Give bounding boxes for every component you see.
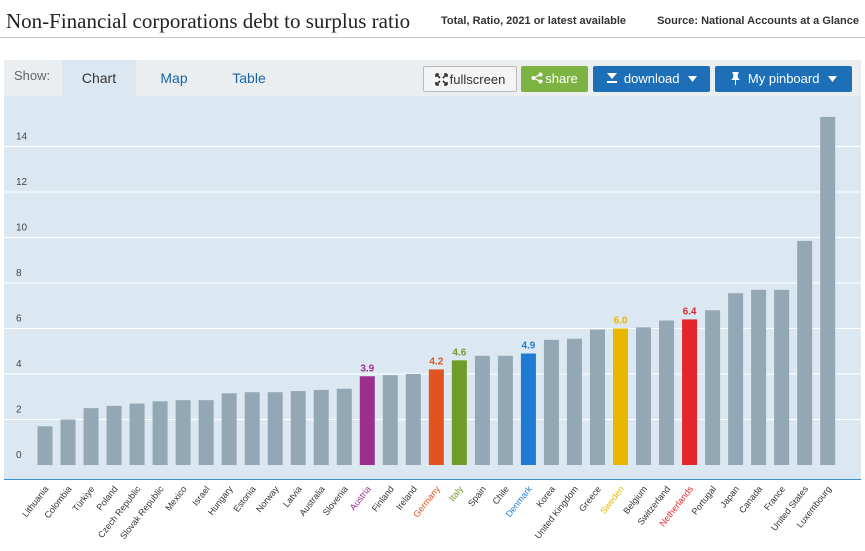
- bar-greece: [589, 329, 605, 465]
- download-arrow-icon: [606, 73, 617, 83]
- pushpin-icon: [730, 72, 740, 85]
- data-label: 6.4: [683, 306, 697, 317]
- show-label: Show:: [14, 68, 51, 83]
- bar-slovak-republic: [152, 401, 168, 465]
- caret-down-icon: [688, 76, 698, 82]
- bar-norway: [267, 392, 283, 465]
- bar-japan: [728, 293, 744, 465]
- share-icon: [531, 72, 543, 84]
- x-tick-label: Hungary: [206, 484, 235, 517]
- chart-title: Non-Financial corporations debt to surpl…: [6, 9, 411, 33]
- y-tick-label: 8: [16, 268, 22, 279]
- bar-luxembourg: [820, 116, 836, 466]
- bar-united-kingdom: [566, 338, 582, 465]
- bar-austria: [359, 376, 375, 465]
- chart-source: Source: National Accounts at a Glance: [657, 15, 859, 27]
- fullscreen-button[interactable]: fullscreen: [423, 66, 517, 92]
- bar-t-rkiye: [83, 408, 99, 466]
- chart-subtitle: Total, Ratio, 2021 or latest available: [441, 15, 627, 27]
- x-tick-label: United Kingdom: [533, 484, 580, 541]
- bar-czech-republic: [129, 403, 145, 465]
- bar-united-states: [797, 240, 813, 465]
- bar-denmark: [520, 353, 536, 465]
- expand-arrows-icon: [434, 73, 448, 86]
- x-tick-label: Canada: [737, 484, 764, 515]
- download-button[interactable]: download: [593, 66, 710, 92]
- bar-netherlands: [682, 319, 698, 465]
- x-tick-label: Japan: [718, 484, 741, 509]
- bar-colombia: [60, 419, 76, 465]
- bar-germany: [428, 369, 444, 465]
- download-label: download: [623, 71, 680, 86]
- bar-sweden: [613, 328, 628, 465]
- caret-down-icon: [828, 76, 838, 82]
- fullscreen-label: fullscreen: [449, 72, 506, 87]
- bar-poland: [106, 405, 122, 465]
- y-tick-label: 0: [16, 450, 22, 461]
- data-label: 4.2: [429, 356, 443, 367]
- bar-slovenia: [336, 388, 352, 465]
- x-tick-label: Korea: [534, 484, 557, 509]
- bar-chile: [497, 355, 513, 465]
- tab-map[interactable]: Map: [160, 70, 188, 86]
- x-tick-label: Austria: [348, 484, 373, 512]
- bar-hungary: [221, 393, 237, 465]
- x-tick-label: Israel: [190, 484, 211, 508]
- chart-area: 0 2 4 6 8 10 12 14 Lithuania Colombia Türkiye Polan…: [4, 96, 861, 546]
- tab-table[interactable]: Table: [232, 70, 266, 86]
- view-toolbar: Show: Chart Map Table fullscreen share d…: [4, 60, 861, 96]
- share-button[interactable]: share: [521, 66, 588, 92]
- bar-switzerland: [659, 320, 675, 465]
- x-tick-label: Finland: [370, 484, 396, 513]
- x-tick-label: Portugal: [690, 484, 719, 517]
- bar-australia: [313, 389, 329, 465]
- bar-portugal: [705, 310, 721, 465]
- x-tick-label: Spain: [466, 484, 488, 508]
- bar-mexico: [175, 400, 191, 465]
- data-label: 4.9: [521, 341, 535, 352]
- tab-chart[interactable]: Chart: [62, 60, 136, 96]
- y-tick-label: 6: [16, 314, 22, 325]
- bar-korea: [543, 339, 559, 466]
- bar-canada: [751, 289, 767, 465]
- y-tick-label: 10: [16, 223, 28, 234]
- data-label: 3.9: [360, 363, 374, 374]
- y-tick-label: 14: [16, 132, 28, 143]
- pinboard-label: My pinboard: [747, 71, 820, 86]
- y-tick-label: 12: [16, 177, 28, 188]
- bar-lithuania: [37, 426, 53, 465]
- x-tick-label: Italy: [447, 484, 465, 504]
- x-tick-label: Türkiye: [71, 484, 97, 513]
- bar-italy: [451, 360, 467, 465]
- y-tick-label: 2: [16, 405, 22, 416]
- bar-chart: 02468101214LithuaniaColombiaTürkiyePolan…: [4, 96, 861, 541]
- bar-finland: [382, 375, 398, 465]
- x-tick-label: Estonia: [231, 484, 257, 514]
- bar-ireland: [405, 374, 421, 465]
- data-label: 4.6: [452, 347, 466, 358]
- bar-france: [774, 289, 790, 465]
- x-tick-label: Chile: [490, 484, 511, 506]
- header-divider: [0, 37, 865, 38]
- bar-israel: [198, 400, 214, 465]
- share-label: share: [545, 71, 578, 86]
- pinboard-button[interactable]: My pinboard: [715, 66, 852, 92]
- bar-belgium: [636, 327, 652, 465]
- x-tick-label: Latvia: [281, 484, 304, 509]
- bar-estonia: [244, 392, 260, 465]
- y-tick-label: 4: [16, 359, 22, 370]
- bar-latvia: [290, 391, 306, 465]
- x-tick-label: Norway: [254, 484, 281, 515]
- data-label: 6.0: [614, 316, 628, 327]
- x-tick-label: Mexico: [163, 484, 188, 513]
- bar-spain: [474, 355, 490, 465]
- chart-header: Non-Financial corporations debt to surpl…: [0, 0, 865, 44]
